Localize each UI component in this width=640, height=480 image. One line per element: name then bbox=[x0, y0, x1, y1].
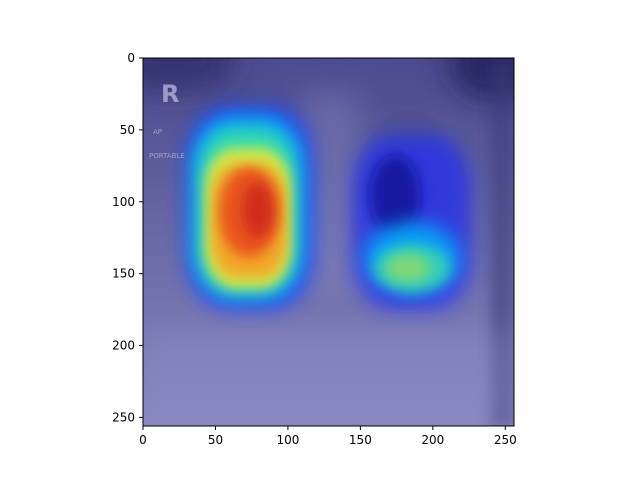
x-tick-label: 50 bbox=[208, 433, 223, 447]
heatmap-left-lung bbox=[186, 105, 314, 310]
x-tick-label: 0 bbox=[139, 433, 147, 447]
view-label: AP bbox=[153, 128, 162, 136]
x-tick-label: 200 bbox=[421, 433, 444, 447]
x-tick-label: 250 bbox=[494, 433, 517, 447]
heatmap-right-lung bbox=[352, 135, 472, 310]
y-tick-label: 50 bbox=[120, 123, 135, 137]
mode-label: PORTABLE bbox=[149, 152, 185, 160]
axes-frame bbox=[142, 57, 515, 427]
x-tick-label: 100 bbox=[276, 433, 299, 447]
y-tick-label: 200 bbox=[112, 339, 135, 353]
side-marker-label: R bbox=[161, 80, 179, 108]
y-axis: 0 50 100 150 200 250 bbox=[112, 51, 143, 424]
y-tick-label: 100 bbox=[112, 195, 135, 209]
y-tick-label: 250 bbox=[112, 410, 135, 424]
y-tick-label: 150 bbox=[112, 267, 135, 281]
x-axis: 0 50 100 150 200 250 bbox=[139, 426, 517, 447]
y-tick-label: 0 bbox=[127, 51, 135, 65]
xray-image: R AP PORTABLE bbox=[143, 58, 514, 426]
x-tick-label: 150 bbox=[349, 433, 372, 447]
